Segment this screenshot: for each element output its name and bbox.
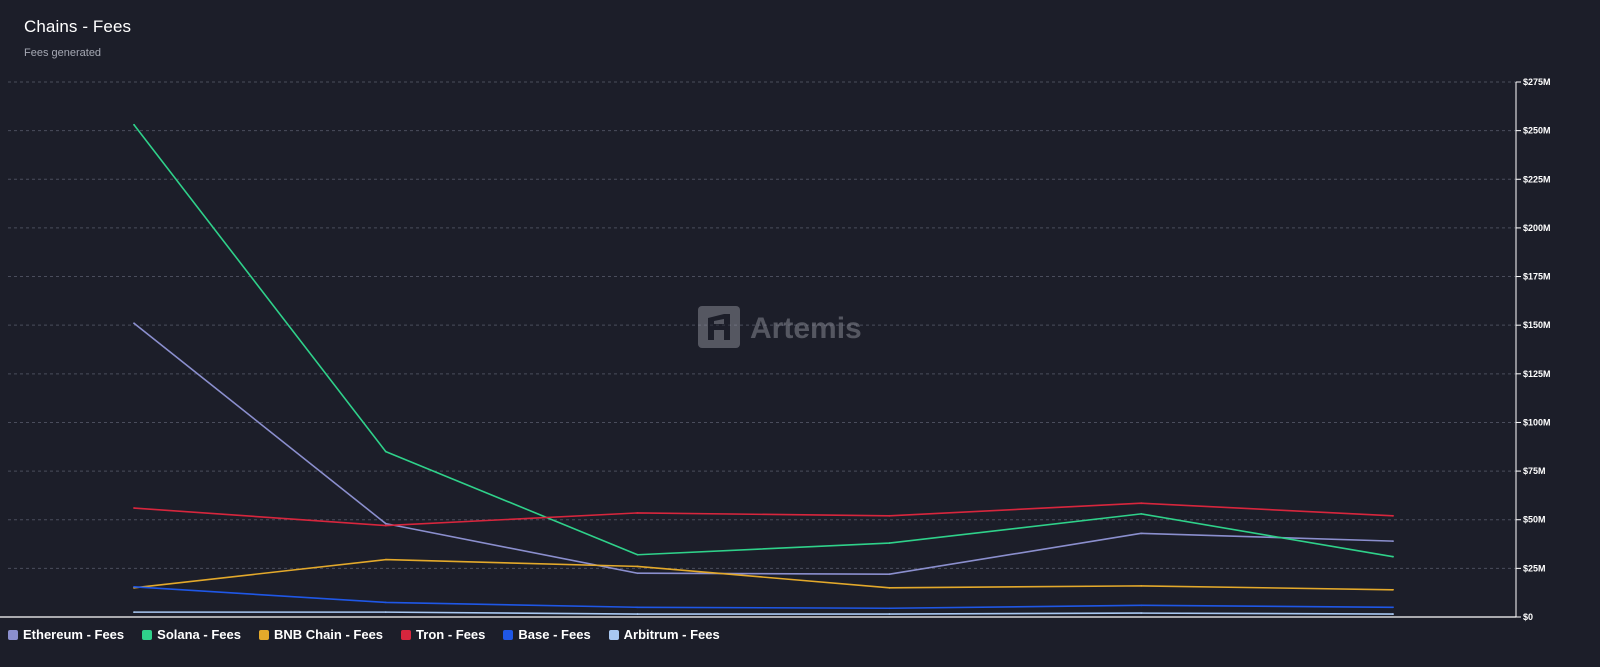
artemis-logo-glyph [708, 314, 730, 340]
y-tick-label: $25M [1523, 563, 1546, 573]
data-point-ethereum-fees [1140, 532, 1143, 535]
legend-swatch [142, 629, 153, 640]
data-point-solana-fees [636, 553, 639, 556]
y-tick-label: $50M [1523, 515, 1546, 525]
series-line-tron-fees [133, 502, 1394, 527]
series-line-arbitrum-fees [134, 611, 1394, 615]
data-point-base-fees [888, 607, 891, 610]
data-point-ethereum-fees [133, 322, 135, 325]
data-point-ethereum-fees [888, 573, 891, 576]
y-tick-label: $125M [1523, 369, 1551, 379]
data-point-solana-fees [133, 123, 135, 126]
data-point-bnb-chain-fees [636, 565, 639, 568]
legend-label: Arbitrum - Fees [623, 627, 720, 642]
data-point-tron-fees [888, 514, 891, 517]
series-line-ethereum-fees [133, 322, 1394, 576]
legend-label: Ethereum - Fees [23, 627, 125, 642]
chart-legend: Ethereum - Fees Solana - Fees BNB Chain - … [8, 627, 720, 642]
legend-item-tron-fees[interactable]: Tron - Fees [401, 627, 485, 642]
y-tick-label: $75M [1523, 466, 1546, 476]
data-point-base-fees [636, 606, 639, 609]
data-point-solana-fees [888, 542, 891, 544]
series-line-solana-fees [133, 124, 1394, 558]
data-point-base-fees [133, 585, 135, 588]
watermark-text: Artemis [750, 312, 862, 345]
chart-title: Chains - Fees [24, 17, 132, 36]
data-point-tron-fees [1392, 514, 1394, 517]
data-point-tron-fees [636, 512, 639, 514]
data-point-tron-fees [1140, 502, 1143, 505]
data-point-arbitrum-fees [636, 613, 639, 615]
y-tick-label: $0 [1523, 612, 1533, 622]
legend-swatch [258, 629, 269, 640]
data-point-tron-fees [384, 524, 387, 527]
data-point-base-fees [1140, 604, 1143, 607]
data-point-bnb-chain-fees [888, 586, 891, 589]
y-tick-label: $150M [1523, 320, 1551, 330]
legend-swatch [608, 629, 619, 640]
legend-label: BNB Chain - Fees [273, 627, 384, 642]
data-point-arbitrum-fees [1140, 612, 1143, 615]
legend-label: Base - Fees [518, 627, 591, 642]
y-tick-label: $100M [1523, 417, 1551, 427]
y-tick-label: $250M [1523, 126, 1551, 136]
data-point-solana-fees [384, 450, 387, 453]
legend-item-bnb-chain-fees[interactable]: BNB Chain - Fees [258, 627, 384, 642]
legend-swatch [401, 629, 412, 640]
data-point-arbitrum-fees [888, 613, 891, 615]
data-point-base-fees [384, 601, 387, 604]
data-point-bnb-chain-fees [384, 558, 387, 561]
artemis-watermark: Artemis [698, 306, 862, 348]
y-tick-label: $275M [1523, 77, 1551, 87]
legend-item-base-fees[interactable]: Base - Fees [503, 627, 591, 642]
y-tick-label: $200M [1523, 223, 1551, 233]
artemis-logo-icon [698, 306, 740, 348]
legend-item-arbitrum-fees[interactable]: Arbitrum - Fees [608, 627, 720, 642]
legend-label: Solana - Fees [157, 627, 241, 642]
data-point-ethereum-fees [384, 522, 387, 525]
data-point-ethereum-fees [636, 572, 639, 575]
legend-item-solana-fees[interactable]: Solana - Fees [142, 627, 241, 642]
legend-swatch [503, 629, 514, 640]
legend-item-ethereum-fees[interactable]: Ethereum - Fees [8, 627, 124, 642]
data-point-arbitrum-fees [384, 611, 387, 614]
y-tick-label: $225M [1523, 174, 1551, 184]
legend-swatch [8, 629, 18, 640]
data-point-tron-fees [133, 507, 135, 509]
data-point-bnb-chain-fees [1140, 584, 1143, 587]
series-line-bnb-chain-fees [133, 558, 1394, 591]
data-point-arbitrum-fees [133, 611, 135, 614]
data-point-bnb-chain-fees [1392, 588, 1394, 591]
data-point-ethereum-fees [1392, 540, 1394, 543]
y-tick-label: $175M [1523, 272, 1551, 282]
data-point-solana-fees [1140, 512, 1143, 515]
data-point-arbitrum-fees [1392, 613, 1394, 615]
data-point-solana-fees [1392, 555, 1394, 558]
legend-label: Tron - Fees [416, 627, 486, 642]
chart-subtitle: Fees generated [24, 47, 102, 59]
series-line-base-fees [133, 586, 1394, 610]
data-point-base-fees [1392, 606, 1394, 609]
